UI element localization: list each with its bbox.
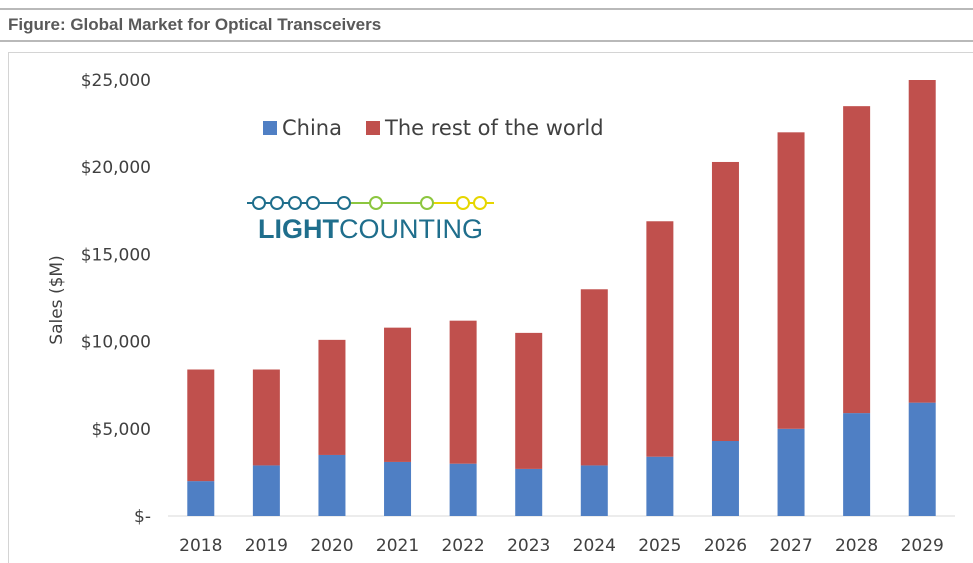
chart-axes: Sales ($M) [47,255,955,517]
logo-circle [456,196,470,210]
bar-china-2019 [252,465,280,516]
logo-circle [337,196,351,210]
bar-china-2021 [384,461,412,516]
bar-china-2022 [449,463,477,516]
x-tick-label: 2023 [507,536,550,556]
figure-header: Figure: Global Market for Optical Transc… [0,0,973,44]
legend-swatch-china [263,121,277,135]
y-tick-label: $10,000 [81,333,151,353]
figure-title: Figure: Global Market for Optical Transc… [8,15,382,34]
x-tick-label: 2025 [638,536,681,556]
header-rule-top [0,8,973,10]
bar-china-2027 [777,428,805,516]
bar-china-2018 [187,481,215,516]
bar-china-2026 [711,441,739,516]
legend-label-china: China [282,116,342,140]
x-tick-label: 2029 [901,536,944,556]
bar-china-2029 [908,402,936,516]
x-tick-label: 2021 [376,536,419,556]
bar-rest-of-world-2019 [252,369,280,466]
y-tick-label: $5,000 [92,420,151,440]
bar-china-2025 [646,456,674,516]
logo-circle [473,196,487,210]
x-tick-label: 2026 [704,536,747,556]
bar-china-2023 [515,468,543,516]
bar-rest-of-world-2026 [711,161,739,442]
legend-label-rest-of-world: The rest of the world [384,116,604,140]
x-tick-label: 2024 [573,536,616,556]
bar-rest-of-world-2023 [515,332,543,469]
y-tick-label: $- [134,507,151,527]
y-tick-label: $20,000 [81,158,151,178]
x-tick-label: 2028 [835,536,878,556]
legend: China The rest of the world [263,116,604,140]
chart-frame [8,52,973,563]
x-tick-label: 2020 [310,536,353,556]
bar-rest-of-world-2024 [580,289,608,466]
logo-wordmark: LIGHTCOUNTING [258,214,483,244]
logo-circle [288,196,302,210]
logo-circle [420,196,434,210]
x-tick-label: 2022 [441,536,484,556]
logo-circle [369,196,383,210]
bar-china-2020 [318,454,346,516]
logo-circle [306,196,320,210]
logo-circle [252,196,266,210]
header-rule-bottom [0,40,973,42]
bar-rest-of-world-2029 [908,80,936,403]
y-axis-ticks: $- $5,000 $10,000 $15,000 $20,000 $25,000 [81,71,151,527]
bar-series [187,80,936,516]
bar-rest-of-world-2020 [318,339,346,455]
bar-rest-of-world-2022 [449,320,477,464]
bar-rest-of-world-2025 [646,221,674,457]
bar-rest-of-world-2021 [384,327,412,462]
lightcounting-logo: LIGHTCOUNTING [247,196,494,244]
y-axis-label: Sales ($M) [47,255,67,344]
legend-swatch-rest-of-world [366,121,380,135]
bar-china-2028 [843,413,871,516]
bar-rest-of-world-2027 [777,132,805,429]
x-tick-label: 2027 [769,536,812,556]
bar-china-2024 [580,465,608,516]
y-tick-label: $25,000 [81,71,151,91]
x-tick-label: 2018 [179,536,222,556]
logo-circle-chain [247,196,494,210]
logo-circle [270,196,284,210]
bar-rest-of-world-2018 [187,369,215,482]
y-tick-label: $15,000 [81,245,151,265]
x-axis-ticks: 2018 2019 2020 2021 2022 2023 2024 2025 2026 2027… [179,536,944,556]
bar-rest-of-world-2028 [843,106,871,414]
x-tick-label: 2019 [245,536,288,556]
